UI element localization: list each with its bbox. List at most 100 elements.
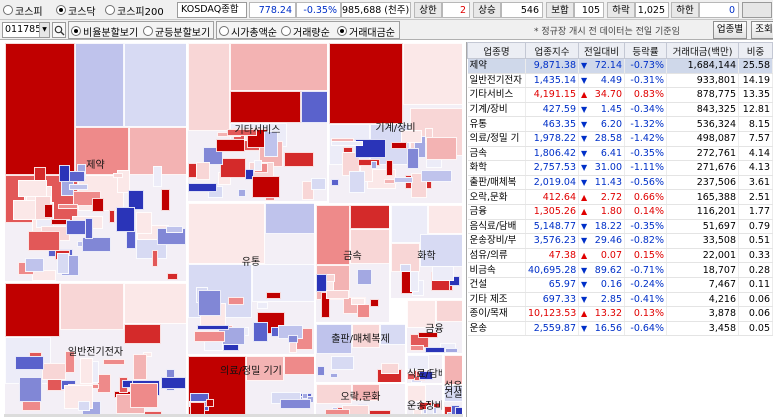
table-row[interactable]: 금속 1,806.42 ▼ 6.41 -0.35% 272,761 4.14	[467, 146, 773, 162]
treemap-sector[interactable]: 제약	[4, 42, 187, 282]
treemap-tile[interactable]	[264, 203, 314, 234]
sort-radio-amount[interactable]: 거래대금순	[337, 24, 395, 39]
treemap-tile[interactable]	[418, 371, 433, 380]
treemap-tile[interactable]	[77, 401, 90, 412]
index-select[interactable]: KOSDAQ종합	[177, 2, 247, 18]
treemap-sector[interactable]: 식료/담배	[406, 354, 443, 384]
treemap-tile[interactable]	[399, 264, 411, 273]
treemap-tile[interactable]	[357, 158, 380, 167]
treemap-tile[interactable]	[420, 233, 462, 267]
treemap-tile[interactable]	[193, 331, 226, 342]
treemap-tile[interactable]	[407, 385, 426, 402]
treemap-tile[interactable]	[409, 271, 419, 293]
table-row[interactable]: 기계/장비 427.59 ▼ 1.45 -0.34% 843,325 12.81	[467, 102, 773, 118]
treemap-tile[interactable]	[57, 252, 70, 274]
treemap-sector[interactable]: 금융	[406, 299, 463, 354]
table-row[interactable]: 일반전기전자 1,435.14 ▼ 4.49 -0.31% 933,801 14.19	[467, 73, 773, 89]
table-row[interactable]: 의료/정밀 기 1,978.22 ▼ 28.58 -1.42% 498,087 7.57	[467, 131, 773, 147]
treemap-tile[interactable]	[444, 355, 462, 387]
treemap-tile[interactable]	[349, 170, 366, 194]
table-row[interactable]: 유통 463.35 ▼ 6.20 -1.32% 536,324 8.15	[467, 116, 773, 132]
treemap-tile[interactable]	[413, 408, 422, 416]
treemap-tile[interactable]	[369, 299, 379, 307]
treemap-tile[interactable]	[43, 204, 53, 219]
treemap-tile[interactable]	[238, 189, 247, 198]
treemap-scrollbar[interactable]	[4, 414, 463, 417]
treemap-tile[interactable]	[24, 258, 45, 273]
treemap-tile[interactable]	[263, 130, 278, 157]
treemap-tile[interactable]	[74, 43, 124, 127]
table-row[interactable]: 화학 2,757.53 ▼ 31.00 -1.11% 271,676 4.13	[467, 160, 773, 176]
treemap-tile[interactable]	[188, 183, 218, 192]
treemap-tile[interactable]	[252, 322, 269, 342]
treemap-tile[interactable]	[108, 210, 115, 224]
treemap-tile[interactable]	[125, 228, 136, 250]
treemap-tile[interactable]	[228, 296, 245, 305]
treemap-tile[interactable]	[385, 159, 393, 176]
treemap-tile[interactable]	[352, 384, 380, 401]
stock-code-input[interactable]: 011785 ▼	[2, 22, 50, 38]
treemap-tile[interactable]	[316, 205, 350, 265]
treemap-tile[interactable]	[427, 205, 462, 234]
treemap-tile[interactable]	[5, 43, 75, 175]
treemap-tile[interactable]	[42, 362, 66, 380]
treemap-sector[interactable]: 유통	[187, 202, 315, 355]
table-row[interactable]: 오락,문화 412.64 ▲ 2.72 0.66% 165,388 2.51	[467, 189, 773, 205]
table-row[interactable]: 금융 1,305.26 ▲ 1.80 0.14% 116,201 1.77	[467, 204, 773, 220]
sector-button[interactable]: 업종별	[713, 21, 747, 39]
treemap-tile[interactable]	[425, 346, 445, 353]
treemap-tile[interactable]	[226, 128, 258, 136]
treemap-tile[interactable]	[407, 355, 430, 370]
treemap-tile[interactable]	[380, 362, 399, 375]
treemap-tile[interactable]	[425, 137, 457, 160]
treemap-sector[interactable]: 금속	[315, 204, 390, 323]
treemap-tile[interactable]	[123, 323, 161, 344]
treemap-tile[interactable]	[284, 356, 314, 375]
treemap-tile[interactable]	[198, 290, 222, 316]
split-radio-ratio[interactable]: 비율분할보기	[71, 24, 138, 39]
treemap-tile[interactable]	[230, 91, 301, 123]
treemap-tile[interactable]	[206, 398, 215, 407]
treemap-tile[interactable]	[379, 324, 405, 345]
treemap-tile[interactable]	[316, 365, 325, 376]
chevron-down-icon[interactable]: ▼	[39, 23, 49, 37]
treemap-tile[interactable]	[356, 268, 372, 286]
market-radio-kosdaq[interactable]: 코스닥	[56, 3, 96, 18]
table-row[interactable]: 음식료/담배 5,148.77 ▼ 18.22 -0.35% 51,697 0.79	[467, 219, 773, 235]
treemap-tile[interactable]	[116, 206, 136, 232]
table-row[interactable]: 제약 9,871.38 ▼ 72.14 -0.73% 1,684,144 25.58	[467, 58, 773, 74]
treemap-tile[interactable]	[279, 399, 312, 410]
treemap-tile[interactable]	[329, 43, 404, 124]
treemap-sector[interactable]: 의료/정밀 기기	[187, 355, 315, 417]
treemap-tile[interactable]	[288, 335, 298, 343]
treemap-tile[interactable]	[301, 393, 309, 399]
treemap-tile[interactable]	[59, 165, 71, 182]
treemap-tile[interactable]	[152, 165, 163, 187]
treemap-tile[interactable]	[394, 177, 414, 183]
treemap-tile[interactable]	[85, 217, 93, 239]
treemap-tile[interactable]	[400, 130, 422, 143]
treemap-sector[interactable]: 운송장비/부품	[406, 384, 443, 417]
treemap-tile[interactable]	[161, 377, 186, 389]
treemap-tile[interactable]	[245, 356, 284, 381]
treemap-tile[interactable]	[324, 408, 350, 416]
treemap-tile[interactable]	[390, 141, 407, 149]
treemap-tile[interactable]	[349, 205, 389, 229]
treemap-tile[interactable]	[133, 354, 147, 381]
treemap-sector[interactable]: 일반전기전자	[4, 282, 187, 417]
treemap-tile[interactable]	[230, 43, 327, 91]
table-row[interactable]: 종이/목재 10,123.53 ▲ 13.32 0.13% 3,878 0.06	[467, 306, 773, 322]
treemap-tile[interactable]	[331, 141, 364, 147]
treemap-tile[interactable]	[330, 373, 339, 379]
treemap-tile[interactable]	[188, 43, 231, 131]
treemap-tile[interactable]	[407, 300, 436, 328]
treemap-tile[interactable]	[265, 291, 281, 300]
table-row[interactable]: 섬유/의류 47.38 ▲ 0.07 0.15% 22,001 0.33	[467, 248, 773, 264]
treemap-tile[interactable]	[80, 357, 94, 384]
treemap-tile[interactable]	[57, 203, 79, 210]
treemap-tile[interactable]	[81, 237, 111, 252]
treemap-tile[interactable]	[316, 273, 328, 292]
treemap-tile[interactable]	[112, 172, 124, 178]
treemap-tile[interactable]	[254, 159, 262, 171]
table-row[interactable]: 건설 65.97 ▼ 0.16 -0.24% 7,467 0.11	[467, 277, 773, 293]
